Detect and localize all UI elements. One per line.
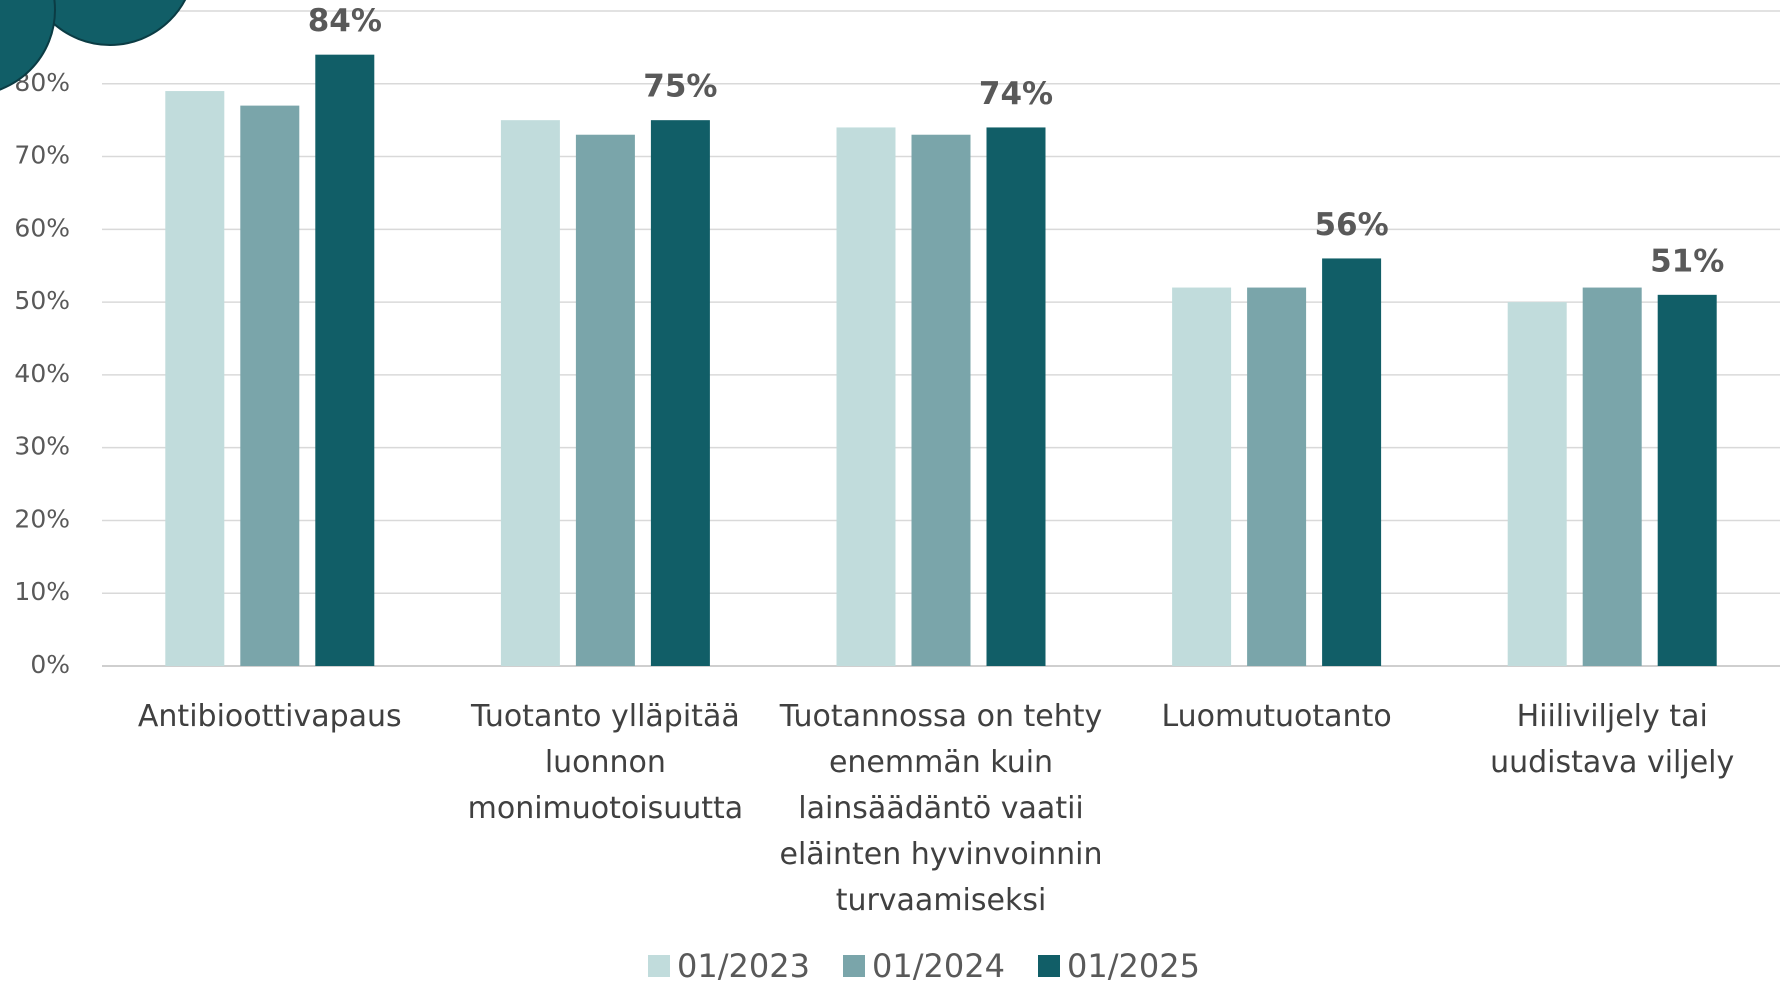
value-label: 51%	[1650, 243, 1724, 279]
bar	[650, 120, 710, 666]
bar	[1322, 258, 1382, 666]
bar	[1657, 294, 1717, 666]
x-tick-label: Hiiliviljely tai uudistava viljely	[1490, 699, 1735, 780]
bar	[986, 127, 1046, 666]
bar	[500, 120, 560, 666]
value-label: 74%	[979, 76, 1053, 112]
y-tick-label: 70%	[14, 141, 70, 170]
x-tick-label: Luomutuotanto	[1161, 699, 1392, 734]
y-tick-label: 60%	[14, 213, 70, 242]
bar	[1247, 287, 1307, 666]
y-tick-label: 40%	[14, 359, 70, 388]
bar	[911, 134, 971, 666]
value-label: 84%	[308, 3, 382, 39]
y-tick-label: 0%	[30, 650, 70, 679]
legend-swatch	[648, 955, 670, 977]
bar	[1507, 302, 1567, 666]
bar	[1582, 287, 1642, 666]
legend-label: 01/2024	[872, 947, 1005, 982]
value-label: 56%	[1314, 207, 1388, 243]
x-tick-label: Antibioottivapaus	[137, 699, 402, 734]
x-tick-label: Tuotannossa on tehty enemmän kuin lainsä…	[779, 699, 1103, 918]
bar	[1172, 287, 1232, 666]
bar	[315, 54, 375, 666]
legend-swatch	[843, 955, 865, 977]
y-tick-label: 20%	[14, 504, 70, 533]
bar	[575, 134, 635, 666]
bar	[836, 127, 896, 666]
value-label: 75%	[643, 69, 717, 105]
decoration	[33, 0, 187, 46]
y-tick-label: 50%	[14, 286, 70, 315]
legend-label: 01/2023	[677, 947, 810, 982]
decoration	[0, 0, 56, 91]
y-tick-label: 10%	[14, 577, 70, 606]
bar	[165, 91, 225, 667]
bar	[240, 105, 300, 667]
y-tick-label: 30%	[14, 432, 70, 461]
legend-swatch	[1038, 955, 1060, 977]
x-tick-label: Tuotanto ylläpitää luonnon monimuotoisuu…	[467, 699, 744, 826]
legend-label: 01/2025	[1067, 947, 1200, 982]
